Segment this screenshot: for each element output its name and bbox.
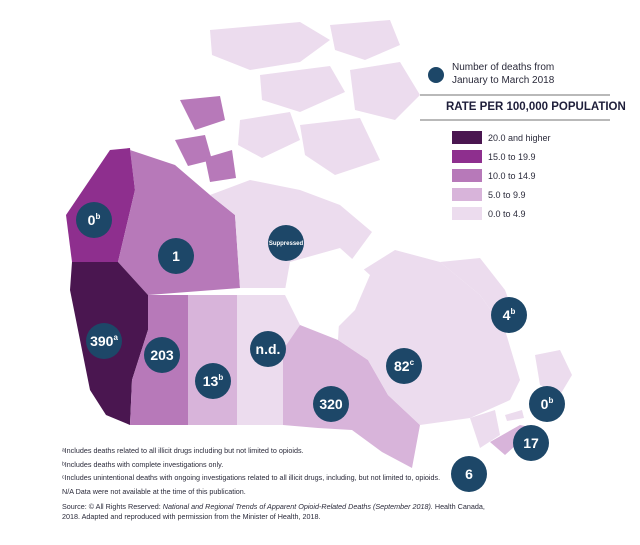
death-marker-circle bbox=[250, 331, 286, 367]
death-marker-ontario: 320 bbox=[313, 386, 349, 422]
death-marker-circle bbox=[491, 297, 527, 333]
death-marker-prince-edward-island: 0b bbox=[529, 386, 565, 422]
death-count-label: 1 bbox=[172, 248, 180, 264]
legend-swatch bbox=[452, 188, 482, 201]
source-note: Source: © All Rights Reserved: National … bbox=[62, 502, 502, 521]
death-marker-nunavut: Suppressed bbox=[268, 225, 304, 261]
legend-class-label: 5.0 to 9.9 bbox=[488, 190, 526, 200]
hudson-bay bbox=[285, 248, 370, 335]
legend-swatch bbox=[452, 207, 482, 220]
region-northwest-territories bbox=[118, 150, 240, 295]
arctic-island bbox=[238, 112, 300, 158]
death-count-label: 17 bbox=[523, 435, 539, 451]
footnote-c: ᶜIncludes unintentional deaths with ongo… bbox=[62, 473, 441, 483]
region-prince-edward-island bbox=[505, 410, 524, 421]
footnote-na: N/A Data were not available at the time … bbox=[62, 486, 246, 496]
death-count-label: 320 bbox=[319, 396, 343, 412]
legend-swatch bbox=[452, 150, 482, 163]
region-newfoundland-island bbox=[535, 350, 572, 395]
death-count-label: n.d. bbox=[256, 341, 281, 357]
arctic-island-nwt bbox=[180, 96, 225, 130]
arctic-island-nwt bbox=[175, 135, 212, 166]
legend-class-label: 15.0 to 19.9 bbox=[488, 152, 536, 162]
legend-class-label: 20.0 and higher bbox=[488, 133, 551, 143]
arctic-island bbox=[330, 20, 400, 60]
death-count-label: 13b bbox=[203, 373, 224, 389]
legend-rate-title: RATE PER 100,000 POPULATION bbox=[446, 101, 626, 113]
legend-swatch bbox=[452, 169, 482, 182]
death-marker-yukon: 0b bbox=[76, 202, 112, 238]
legend-class-label: 0.0 to 4.9 bbox=[488, 209, 526, 219]
death-marker-quebec: 82c bbox=[386, 348, 422, 384]
death-marker-circle bbox=[529, 386, 565, 422]
arctic-island bbox=[210, 22, 330, 70]
death-marker-alberta: 203 bbox=[144, 337, 180, 373]
death-marker-circle bbox=[513, 425, 549, 461]
death-count-label: 203 bbox=[150, 347, 174, 363]
legend-deaths-marker bbox=[428, 67, 444, 83]
death-count-label: 82c bbox=[394, 358, 415, 374]
death-marker-newfoundland-and-labrador: 4b bbox=[491, 297, 527, 333]
region-quebec bbox=[338, 250, 520, 425]
death-marker-circle bbox=[158, 238, 194, 274]
source-prefix: Source: © All Rights Reserved: bbox=[62, 502, 163, 512]
region-ontario bbox=[283, 325, 420, 468]
arctic-island bbox=[300, 118, 380, 175]
arctic-island bbox=[350, 62, 420, 120]
footnotes: ᵃIncludes deaths related to all illicit … bbox=[62, 446, 502, 526]
death-marker-manitoba: n.d. bbox=[250, 331, 286, 367]
death-marker-circle bbox=[195, 363, 231, 399]
source-title: National and Regional Trends of Apparent… bbox=[162, 502, 433, 512]
arctic-island-nwt bbox=[205, 150, 236, 182]
death-marker-northwest-territories: 1 bbox=[158, 238, 194, 274]
death-count-label: 6 bbox=[465, 466, 473, 482]
footnote-a: ᵃIncludes deaths related to all illicit … bbox=[62, 446, 304, 455]
region-saskatchewan bbox=[188, 295, 237, 425]
death-marker-circle bbox=[386, 348, 422, 384]
death-marker-circle bbox=[86, 323, 122, 359]
legend-deaths-label: January to March 2018 bbox=[452, 75, 555, 86]
legend-swatch bbox=[452, 131, 482, 144]
source-suffix: Health Canada, 2018. Adapted and reprodu… bbox=[62, 502, 485, 521]
death-marker-saskatchewan: 13b bbox=[195, 363, 231, 399]
death-marker-circle bbox=[451, 456, 487, 492]
death-count-label: Suppressed bbox=[269, 241, 304, 247]
legend-deaths-label: Number of deaths from bbox=[452, 62, 554, 73]
legend-class-label: 10.0 to 14.9 bbox=[488, 171, 536, 181]
death-marker-british-columbia: 390a bbox=[86, 323, 122, 359]
death-marker-circle bbox=[268, 225, 304, 261]
death-marker-new-brunswick: 6 bbox=[451, 456, 487, 492]
footnote-b: ᵇIncludes deaths with complete investiga… bbox=[62, 459, 224, 469]
death-count-label: 390a bbox=[90, 333, 118, 349]
death-marker-circle bbox=[76, 202, 112, 238]
arctic-island bbox=[260, 66, 345, 112]
arctic-islands bbox=[175, 20, 420, 182]
death-marker-nova-scotia: 17 bbox=[513, 425, 549, 461]
death-marker-circle bbox=[144, 337, 180, 373]
death-marker-circle bbox=[313, 386, 349, 422]
legend: Number of deaths from January to March 2… bbox=[420, 62, 626, 220]
region-new-brunswick bbox=[470, 410, 500, 448]
